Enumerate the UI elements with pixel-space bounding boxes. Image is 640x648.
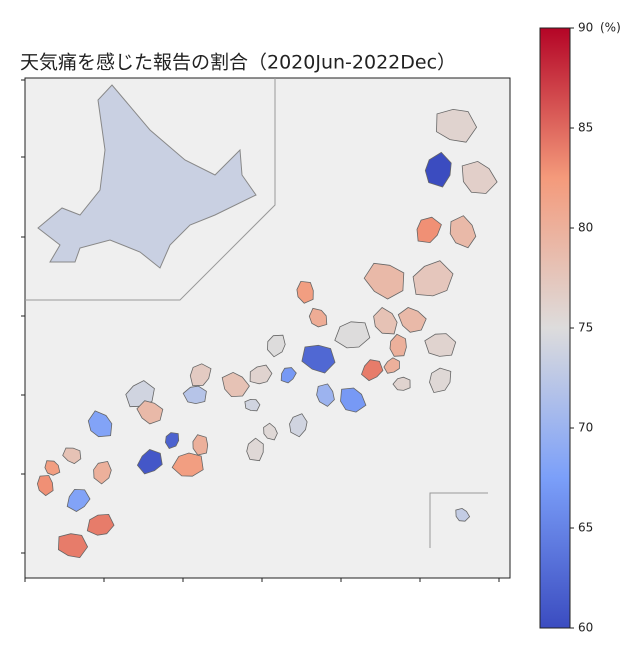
- region: [389, 333, 407, 357]
- region: [66, 488, 91, 512]
- region: [44, 460, 61, 476]
- colorbar: 60 65 70 75 80 85 90 (%): [539, 21, 621, 635]
- colorbar-unit: (%): [600, 21, 621, 35]
- region: [249, 364, 273, 385]
- region: [171, 452, 204, 477]
- inset-border: [429, 492, 488, 548]
- region: [57, 533, 89, 559]
- region: [192, 434, 209, 456]
- region: [461, 160, 498, 194]
- region: [164, 432, 180, 449]
- region: [340, 387, 367, 413]
- region: [449, 215, 477, 249]
- inset-border: [25, 78, 276, 301]
- region: [263, 422, 278, 441]
- region: [455, 507, 471, 522]
- region: [392, 376, 411, 391]
- colorbar-scale: [539, 27, 571, 629]
- colorbar-tick-label: 75: [578, 321, 593, 335]
- colorbar-tick-label: 65: [578, 521, 593, 535]
- region: [37, 84, 257, 269]
- region: [86, 513, 115, 536]
- region: [397, 307, 427, 333]
- region: [136, 400, 164, 425]
- region: [383, 357, 400, 374]
- region: [280, 367, 297, 384]
- region: [244, 398, 261, 412]
- region: [62, 447, 82, 465]
- region: [296, 280, 314, 304]
- colorbar-tick-label: 60: [578, 621, 593, 635]
- region: [363, 262, 405, 300]
- region: [416, 216, 442, 244]
- region: [436, 108, 478, 143]
- region: [424, 151, 452, 188]
- region: [412, 260, 454, 297]
- region: [334, 321, 371, 349]
- region: [424, 333, 457, 357]
- colorbar-tick-label: 90: [578, 21, 593, 35]
- region: [316, 383, 335, 407]
- chart-title: 天気痛を感じた報告の割合（2020Jun-2022Dec）: [20, 52, 456, 74]
- region: [308, 307, 328, 328]
- region: [36, 475, 54, 497]
- map-frame: [24, 77, 511, 579]
- region: [189, 363, 212, 387]
- region: [301, 344, 336, 374]
- region: [289, 413, 308, 438]
- region: [267, 334, 286, 358]
- colorbar-tick-label: 85: [578, 121, 593, 135]
- region: [361, 359, 384, 382]
- region: [87, 410, 113, 438]
- region: [221, 371, 250, 398]
- region: [93, 460, 112, 485]
- region: [246, 437, 264, 462]
- map: [36, 84, 498, 559]
- region: [429, 367, 452, 394]
- region: [373, 306, 398, 335]
- colorbar-tick-label: 80: [578, 221, 593, 235]
- colorbar-tick-label: 70: [578, 421, 593, 435]
- region: [136, 449, 163, 475]
- region: [182, 385, 207, 405]
